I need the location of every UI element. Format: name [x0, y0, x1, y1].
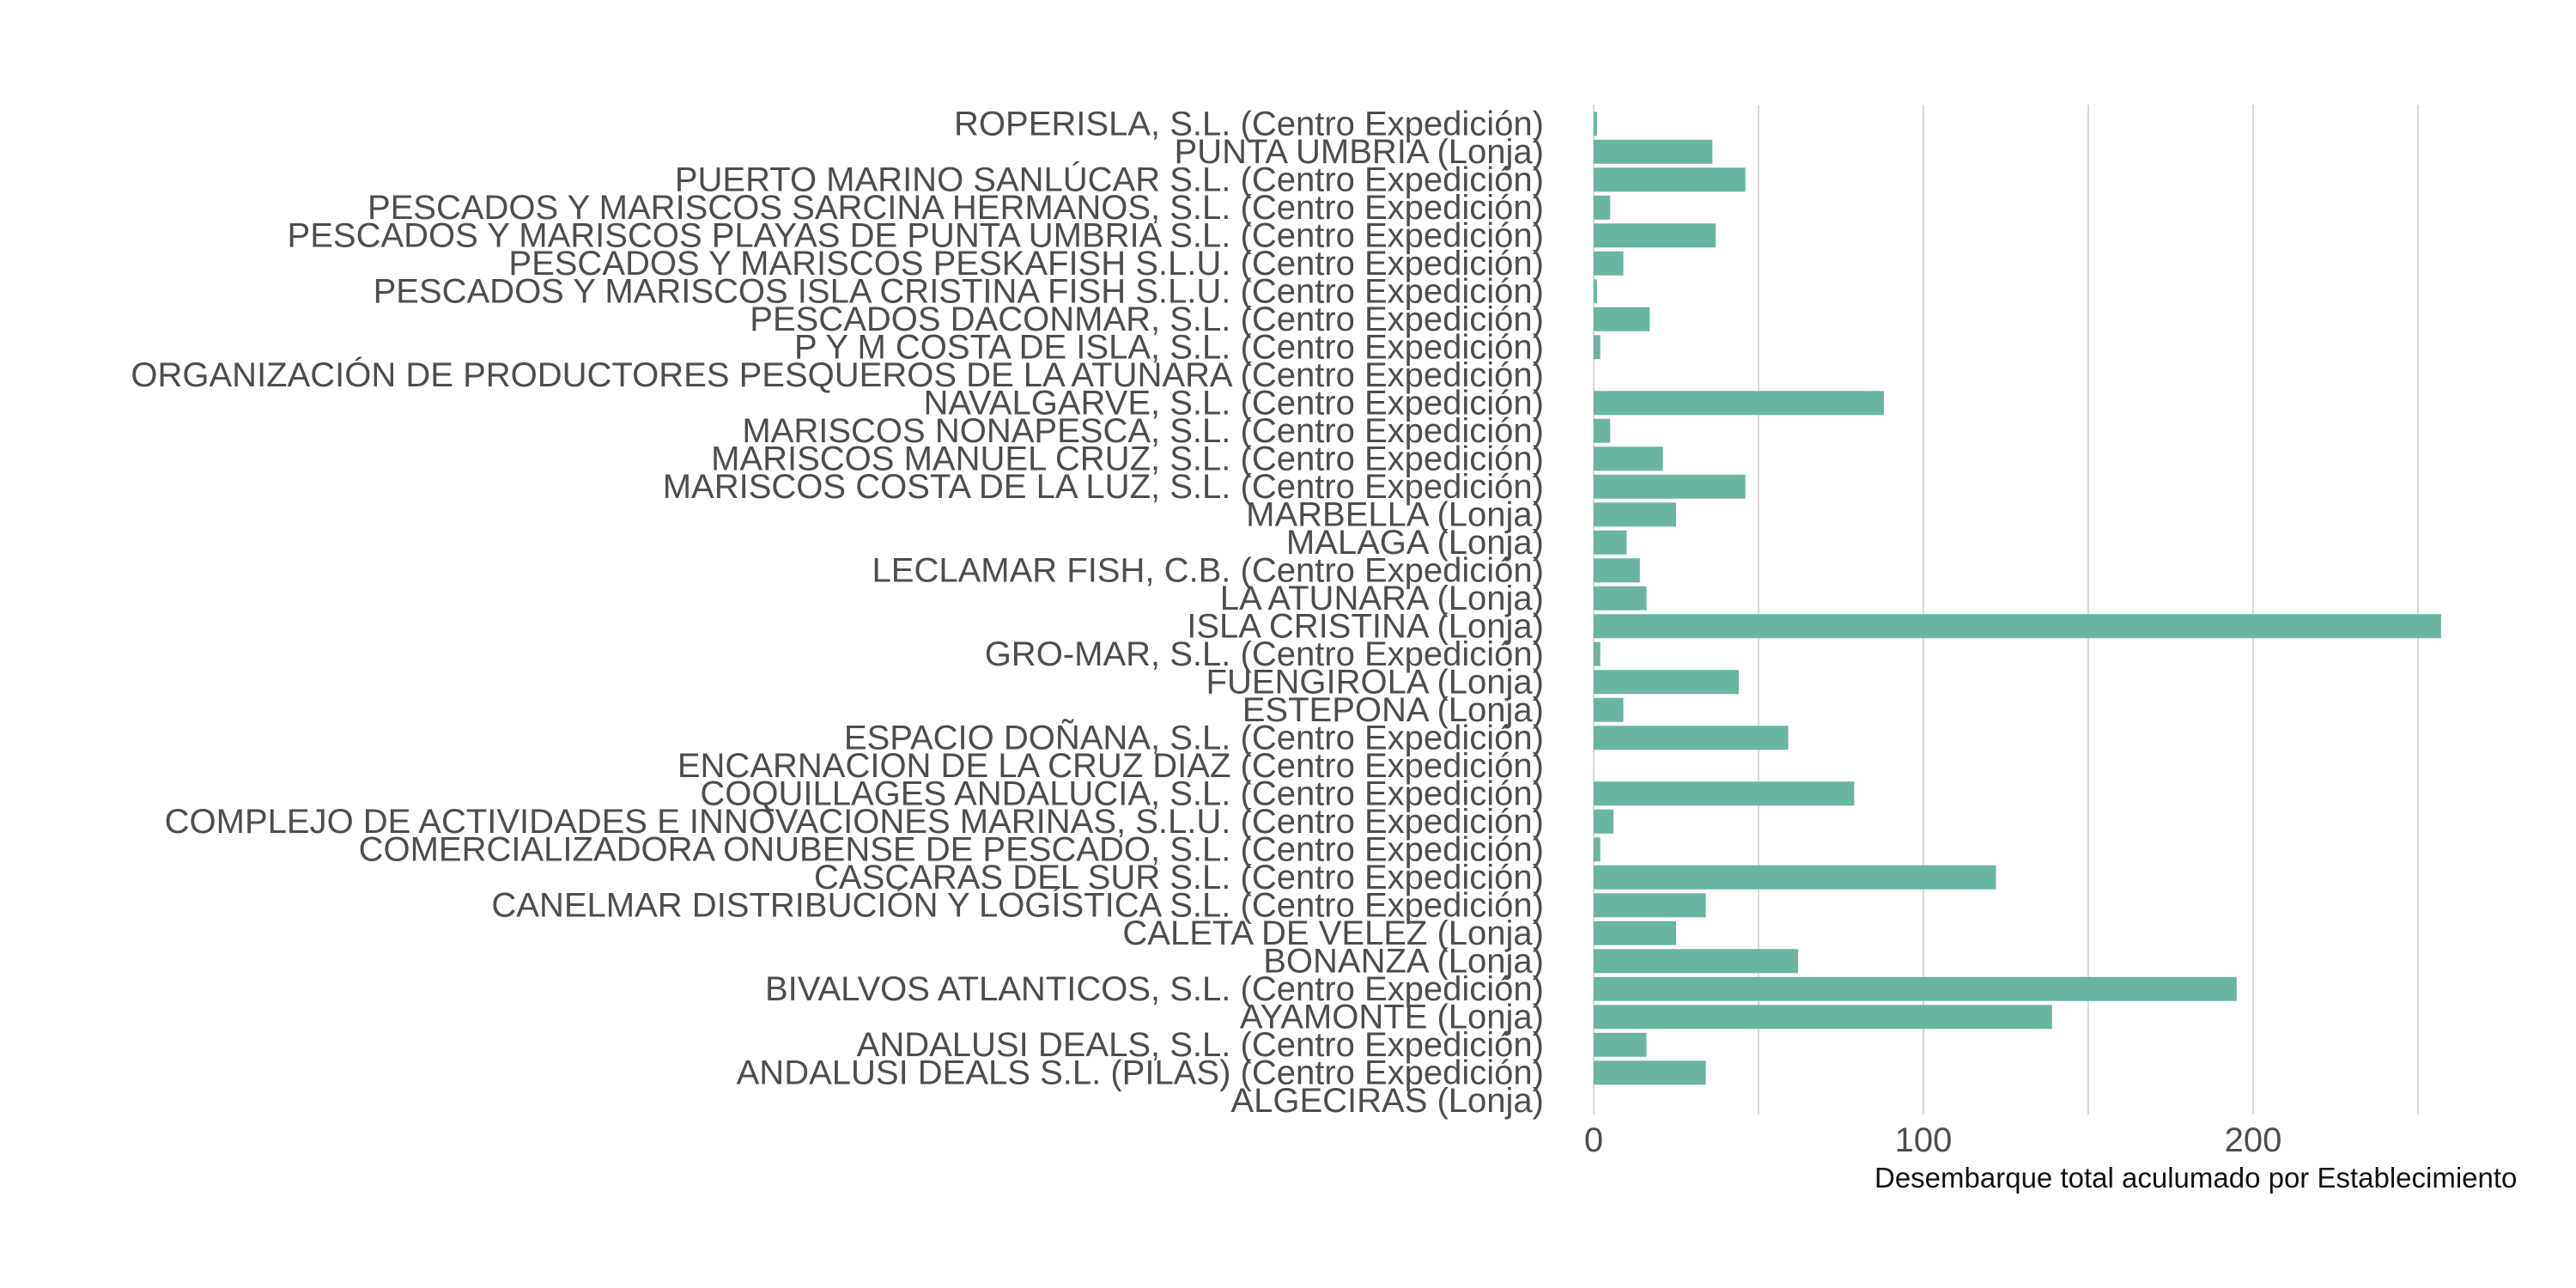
- category-label: MALAGA (Lonja): [1286, 524, 1544, 562]
- category-label: ORGANIZACIÓN DE PRODUCTORES PESQUEROS DE…: [131, 355, 1544, 394]
- category-label: PUERTO MARINO SANLÚCAR S.L. (Centro Expe…: [675, 160, 1544, 198]
- category-label: P Y M COSTA DE ISLA, S.L. (Centro Expedi…: [794, 328, 1544, 366]
- category-label: PUNTA UMBRIA (Lonja): [1175, 133, 1545, 171]
- category-label: BONANZA (Lonja): [1263, 942, 1544, 980]
- bar: [1594, 976, 2237, 1001]
- category-label: PESCADOS Y MARISCOS SARCINA HERMANOS, S.…: [368, 189, 1544, 227]
- x-axis-title: Desembarque total aculumado por Establec…: [1874, 1162, 2517, 1194]
- category-label: COMPLEJO DE ACTIVIDADES E INNOVACIONES M…: [165, 803, 1544, 841]
- category-label: PESCADOS Y MARISCOS PLAYAS DE PUNTA UMBR…: [288, 216, 1544, 254]
- category-label: ALGECIRAS (Lonja): [1230, 1082, 1544, 1120]
- category-label: MARISCOS MANUEL CRUZ, S.L. (Centro Exped…: [711, 440, 1544, 477]
- bar: [1594, 391, 1884, 416]
- category-label: CASCARAS DEL SUR S.L. (Centro Expedición…: [814, 859, 1544, 896]
- category-label: ENCARNACION DE LA CRUZ DIAZ (Centro Expe…: [677, 747, 1544, 785]
- category-label: ESTEPONA (Lonja): [1242, 691, 1544, 729]
- category-label: NAVALGARVE, S.L. (Centro Expedición): [923, 384, 1544, 422]
- x-tick-label: 100: [1895, 1121, 1953, 1159]
- bar: [1594, 558, 1640, 583]
- category-label: MARBELLA (Lonja): [1246, 495, 1544, 533]
- category-label: PESCADOS Y MARISCOS ISLA CRISTINA FISH S…: [374, 272, 1544, 310]
- category-label: PESCADOS DACONMAR, S.L. (Centro Expedici…: [750, 301, 1544, 338]
- category-label: BIVALVOS ATLANTICOS, S.L. (Centro Expedi…: [765, 970, 1544, 1008]
- bar: [1594, 447, 1663, 471]
- bar: [1594, 865, 1996, 890]
- bar: [1594, 809, 1614, 834]
- bar: [1594, 474, 1746, 499]
- grid-lines: [1593, 105, 2419, 1115]
- bar: [1594, 1032, 1647, 1057]
- category-label: COQUILLAGES ANDALUCIA, S.L. (Centro Expe…: [700, 775, 1544, 812]
- category-label: FUENGIROLA (Lonja): [1206, 663, 1544, 701]
- bar: [1594, 837, 1601, 862]
- bar: [1594, 112, 1597, 137]
- category-label: LECLAMAR FISH, C.B. (Centro Expedición): [872, 551, 1544, 589]
- category-label: ISLA CRISTINA (Lonja): [1187, 607, 1544, 645]
- bar: [1594, 614, 2441, 639]
- category-label: MARISCOS COSTA DE LA LUZ, S.L. (Centro E…: [663, 468, 1544, 506]
- category-label: ROPERISLA, S.L. (Centro Expedición): [954, 105, 1544, 143]
- bar: [1594, 195, 1611, 220]
- category-label: MARISCOS NONAPESCA, S.L. (Centro Expedic…: [742, 412, 1544, 450]
- bar: [1594, 1060, 1706, 1085]
- category-label: AYAMONTE (Lonja): [1240, 998, 1544, 1036]
- bar: [1594, 251, 1624, 276]
- category-label: CANELMAR DISTRIBUCIÓN Y LOGÍSTICA S.L. (…: [491, 885, 1544, 924]
- bar: [1594, 335, 1601, 360]
- bar: [1594, 641, 1601, 666]
- bar: [1594, 726, 1789, 750]
- category-label: CALETA DE VELEZ (Lonja): [1122, 914, 1544, 952]
- bar: [1594, 949, 1799, 974]
- bar: [1594, 223, 1716, 248]
- category-label: ESPACIO DOÑANA, S.L. (Centro Expedición): [844, 718, 1544, 756]
- x-tick-label: 0: [1584, 1121, 1603, 1159]
- bar: [1594, 530, 1627, 555]
- category-label: GRO-MAR, S.L. (Centro Expedición): [985, 635, 1544, 673]
- bar: [1594, 279, 1597, 304]
- bar: [1594, 502, 1676, 527]
- bars: [1594, 112, 2441, 1085]
- category-labels: ROPERISLA, S.L. (Centro Expedición)PUNTA…: [131, 105, 1544, 1120]
- category-label: PESCADOS Y MARISCOS PESKAFISH S.L.U. (Ce…: [508, 245, 1544, 283]
- bar: [1594, 586, 1647, 611]
- bar: [1594, 139, 1713, 164]
- category-label: COMERCIALIZADORA ONUBENSE DE PESCADO, S.…: [359, 830, 1544, 868]
- category-label: ANDALUSI DEALS, S.L. (Centro Expedición): [857, 1026, 1544, 1064]
- category-label: ANDALUSI DEALS S.L. (PILAS) (Centro Expe…: [737, 1054, 1544, 1091]
- bar: [1594, 167, 1746, 192]
- category-label: LA ATUNARA (Lonja): [1220, 580, 1544, 617]
- x-tick-labels: 0 100 200: [1584, 1121, 2282, 1159]
- bar: [1594, 920, 1676, 945]
- bar: [1594, 697, 1624, 722]
- bar: [1594, 781, 1855, 806]
- bar: [1594, 1005, 2052, 1030]
- bar: [1594, 418, 1611, 443]
- bar: [1594, 307, 1650, 331]
- bar: [1594, 893, 1706, 918]
- bar: [1594, 670, 1739, 695]
- x-tick-label: 200: [2225, 1121, 2282, 1159]
